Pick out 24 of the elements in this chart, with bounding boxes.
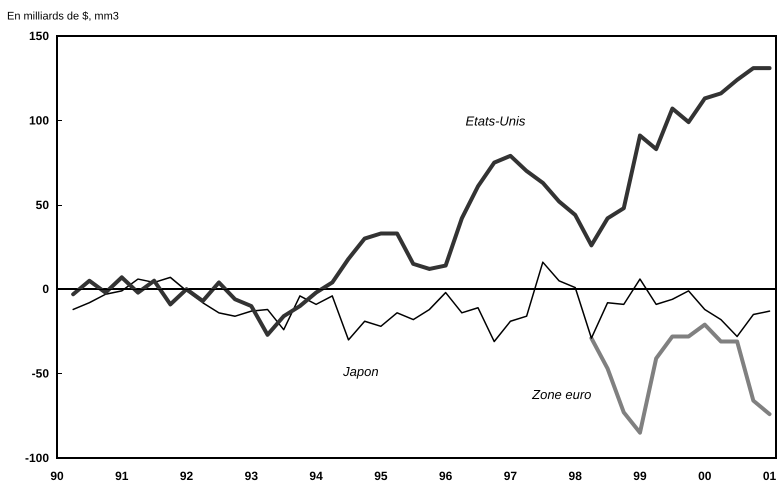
x-tick-label: 95 [374,469,388,483]
x-tick-label: 01 [762,469,777,483]
series-label: Japon [342,364,379,379]
x-tick-label: 93 [244,469,258,483]
x-tick-label: 94 [309,469,324,483]
line-series [589,322,772,435]
y-axis-title: En milliards de $, mm3 [7,10,119,22]
x-tick-label: 00 [698,469,712,483]
line-series [71,66,772,337]
x-tick-label: 98 [568,469,582,483]
x-tick-label: 90 [50,469,64,483]
text: Etats-Unis [465,113,526,128]
x-tick-label: 99 [633,469,647,483]
x-tick-label: 97 [504,469,518,483]
y-tick-label: -100 [24,451,50,465]
x-tick-label: 96 [438,469,453,483]
series-label: Zone euro [531,386,592,402]
x-tick-label: 91 [115,469,129,483]
y-tick-label: 150 [28,29,50,43]
y-tick-label: 0 [42,282,50,296]
y-tick-label: 50 [36,198,50,212]
x-tick-label: 92 [180,469,194,483]
y-tick-label: -50 [32,366,50,381]
y-tick-label: 100 [28,113,50,128]
